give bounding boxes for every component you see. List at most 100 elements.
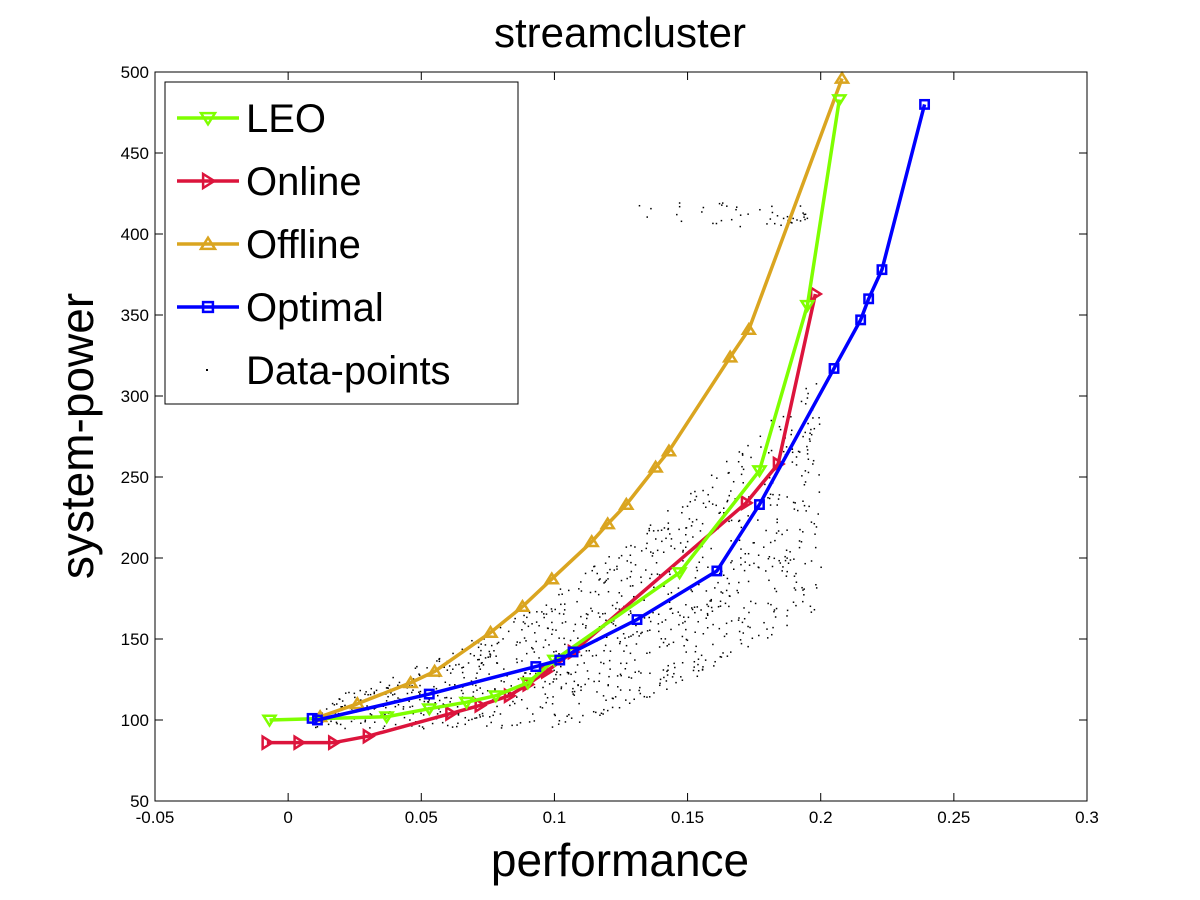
data-point [553, 651, 555, 653]
data-point [552, 681, 554, 683]
data-point [416, 665, 418, 668]
data-point [624, 637, 626, 639]
data-point [768, 476, 771, 479]
data-point [738, 539, 741, 542]
data-point [701, 556, 704, 559]
data-point [688, 518, 691, 520]
data-point [599, 616, 601, 618]
data-point [720, 656, 723, 658]
data-point [728, 494, 731, 497]
data-point [738, 581, 740, 584]
data-point [463, 676, 465, 679]
data-point [443, 666, 445, 669]
data-point [488, 673, 490, 675]
data-point [476, 672, 478, 674]
data-point [806, 217, 809, 220]
data-point [747, 515, 749, 517]
data-point [750, 600, 752, 603]
series-point-offline [583, 534, 600, 548]
data-point [798, 546, 801, 549]
data-point [605, 619, 607, 621]
series-point-optimal [530, 661, 542, 672]
data-point [561, 593, 563, 595]
data-point [730, 561, 732, 564]
series-point-optimal [876, 264, 888, 276]
data-point [691, 608, 694, 611]
data-point [536, 611, 538, 613]
data-point [542, 686, 544, 689]
data-point [632, 633, 634, 636]
data-point [598, 672, 601, 675]
data-point [772, 626, 774, 629]
data-point [539, 706, 542, 708]
data-point [666, 670, 668, 673]
data-point [340, 705, 342, 708]
legend-marker [201, 171, 217, 191]
data-point [625, 699, 627, 701]
data-point [633, 698, 635, 701]
data-point [551, 610, 553, 613]
data-point [628, 676, 630, 679]
data-point [785, 446, 788, 448]
axes-box [154, 71, 1088, 802]
data-point [820, 566, 822, 569]
data-point [786, 570, 788, 573]
data-point [737, 460, 740, 463]
data-point [636, 631, 638, 633]
data-point [662, 551, 665, 553]
data-point [622, 633, 625, 635]
data-point [442, 703, 444, 705]
data-point [354, 696, 356, 699]
data-point [731, 560, 733, 562]
data-point [766, 628, 768, 630]
data-point [659, 682, 661, 685]
data-point [408, 700, 410, 703]
data-point [533, 651, 536, 653]
data-point [652, 530, 655, 532]
data-point [344, 692, 347, 694]
data-point [685, 651, 687, 653]
data-point [678, 202, 681, 204]
data-point [479, 716, 482, 718]
data-point [614, 696, 617, 698]
data-point [558, 719, 561, 722]
data-point [471, 639, 473, 642]
data-point [411, 684, 413, 687]
data-point [706, 612, 709, 615]
data-point [808, 438, 811, 440]
data-point [393, 693, 396, 695]
data-point [436, 713, 439, 715]
data-point [669, 608, 671, 610]
data-point [629, 576, 632, 578]
data-point [473, 654, 475, 657]
data-point [773, 587, 776, 590]
data-point [625, 546, 628, 548]
data-point [787, 562, 790, 564]
data-point [373, 692, 375, 695]
data-point [599, 714, 601, 716]
data-point [718, 572, 721, 575]
data-point [655, 538, 657, 540]
data-point [694, 490, 696, 493]
data-point [778, 494, 781, 496]
data-point [602, 613, 604, 615]
data-point [610, 621, 613, 624]
data-point [438, 708, 440, 710]
data-point [692, 669, 695, 672]
data-point [528, 721, 531, 723]
data-point [487, 656, 489, 658]
series-line-online [266, 293, 818, 745]
data-point [315, 726, 317, 729]
data-point [694, 499, 696, 501]
data-point [534, 632, 536, 634]
data-point [763, 546, 765, 548]
data-point [775, 590, 778, 593]
data-point [478, 714, 481, 716]
data-point [661, 540, 663, 543]
data-point [619, 689, 622, 691]
data-point [668, 570, 671, 573]
data-point [360, 699, 362, 701]
data-point [403, 716, 406, 719]
data-point [802, 600, 804, 603]
series-point-optimal [855, 314, 867, 326]
